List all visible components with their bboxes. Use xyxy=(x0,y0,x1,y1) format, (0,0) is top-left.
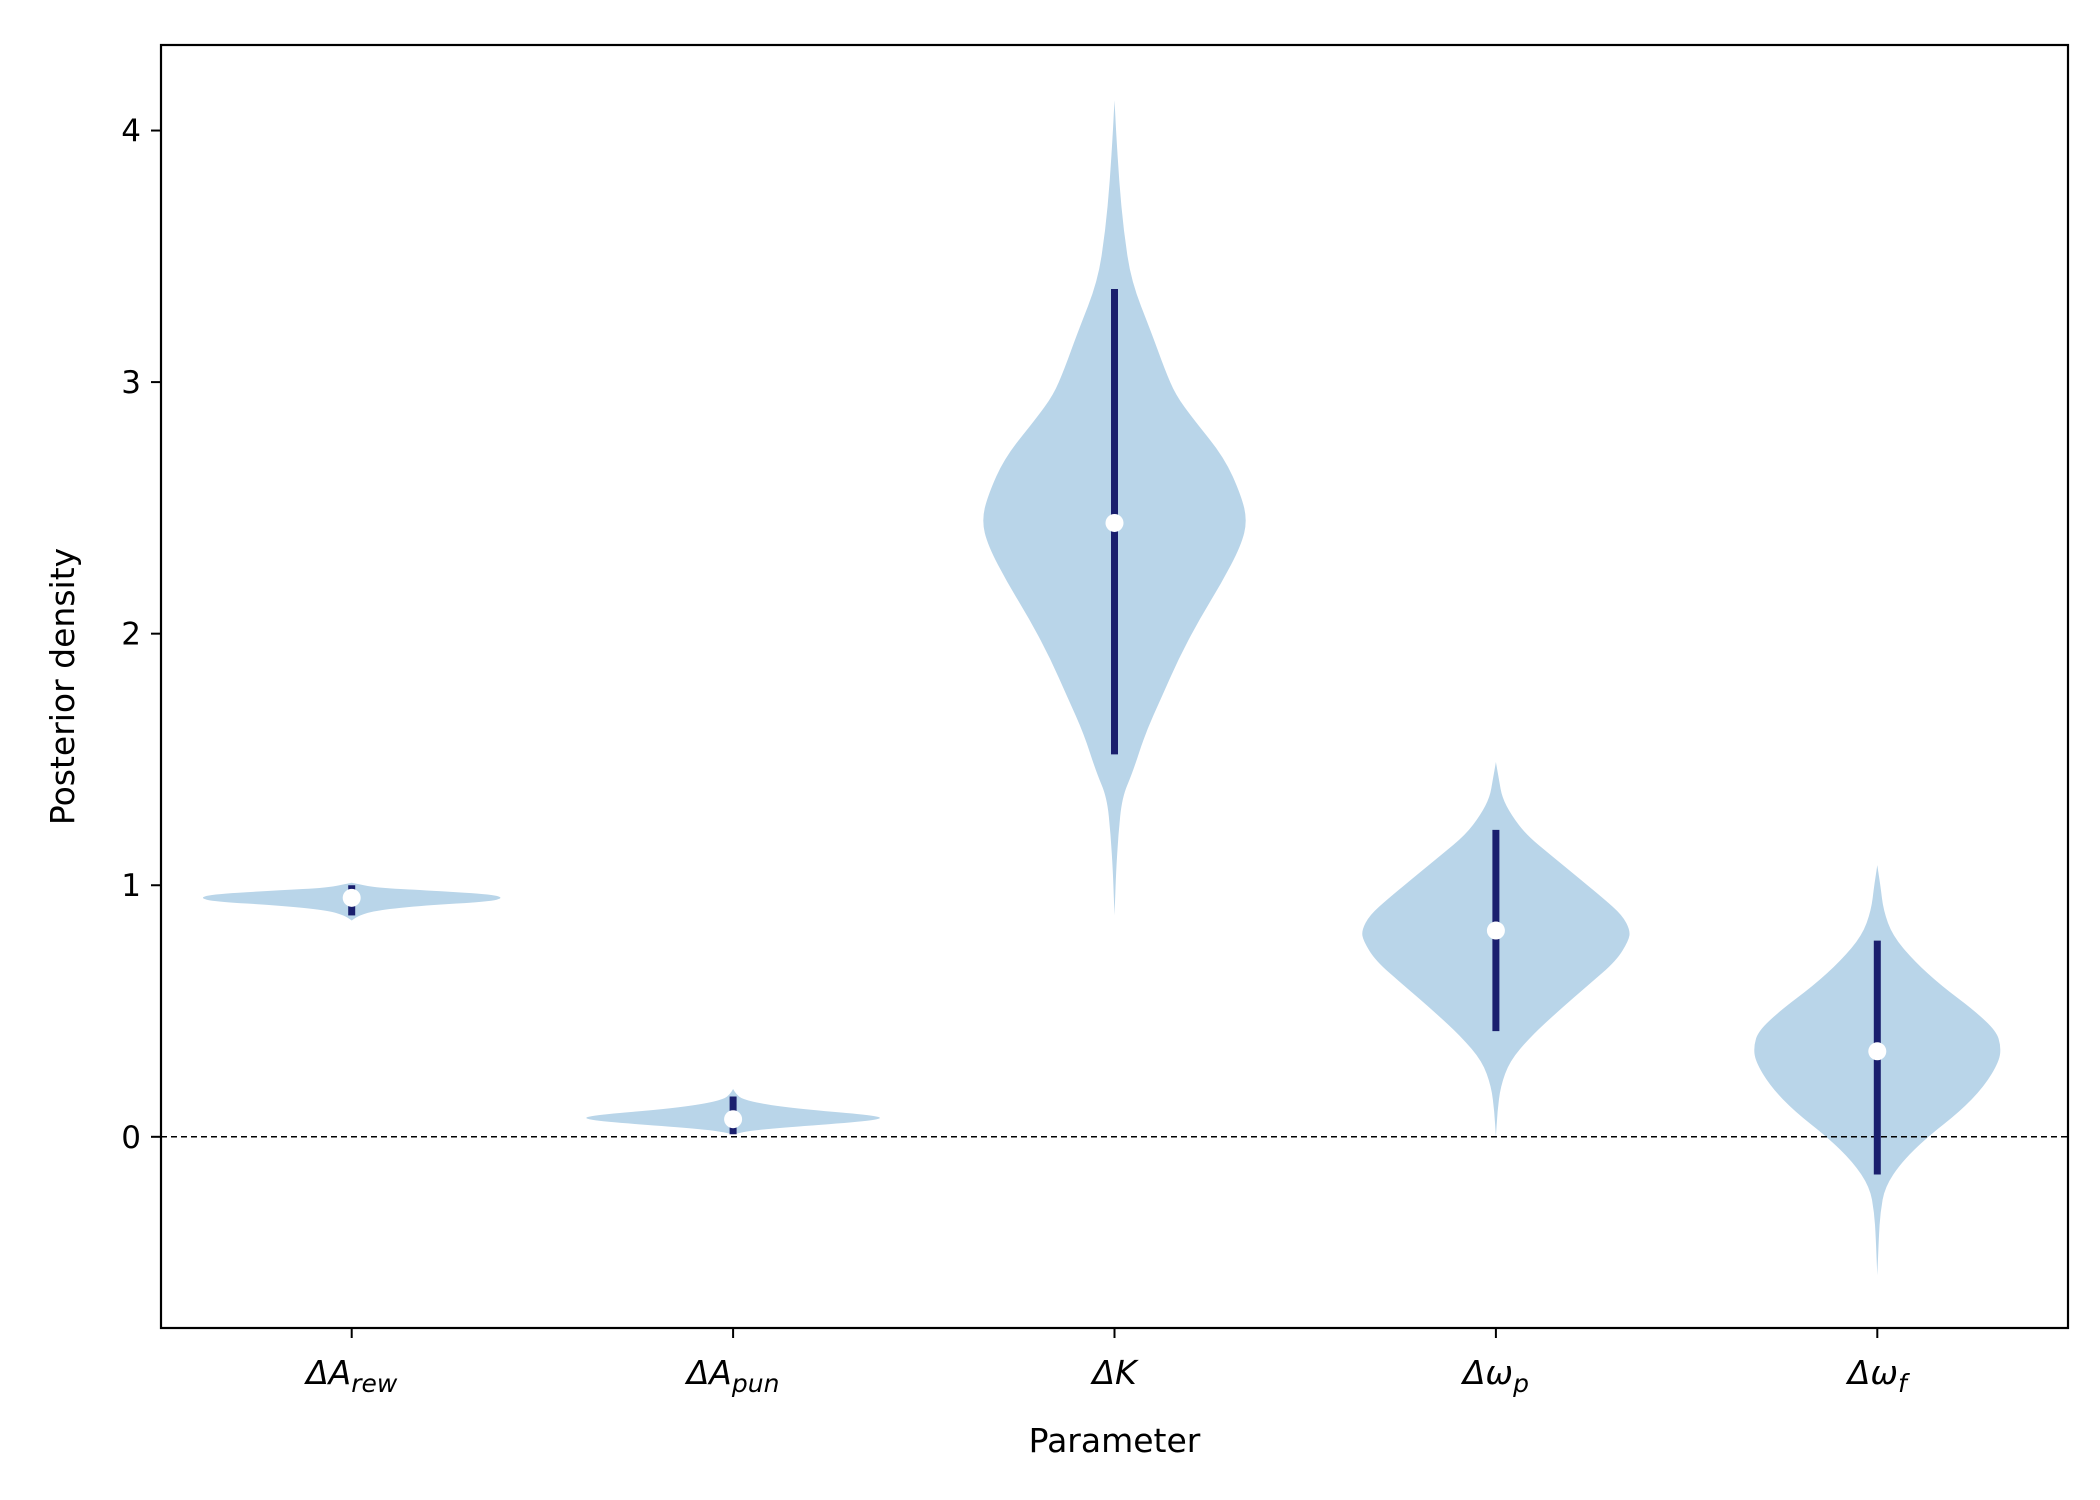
y-tick-label: 1 xyxy=(121,868,141,904)
median-point xyxy=(342,888,361,907)
y-tick-label: 2 xyxy=(121,617,141,653)
median-point xyxy=(1105,513,1124,532)
median-point xyxy=(724,1110,743,1129)
y-tick-label: 3 xyxy=(121,365,141,401)
x-tick-label: Δωp xyxy=(1460,1353,1529,1398)
x-tick-label: ΔK xyxy=(1089,1353,1139,1392)
x-tick-label: ΔApun xyxy=(684,1353,780,1398)
y-axis: 0 1 2 3 4 xyxy=(121,114,161,1156)
median-point xyxy=(1486,921,1505,940)
x-axis: ΔArew ΔApun ΔK Δωp Δωf xyxy=(303,1328,1910,1398)
median-point xyxy=(1868,1042,1887,1061)
y-axis-title: Posterior density xyxy=(43,548,82,825)
x-tick-label: ΔArew xyxy=(303,1353,398,1398)
y-tick-label: 4 xyxy=(121,114,141,150)
y-tick-label: 0 xyxy=(121,1120,141,1156)
x-axis-title: Parameter xyxy=(1029,1421,1201,1460)
interval-layer xyxy=(342,289,1887,1175)
